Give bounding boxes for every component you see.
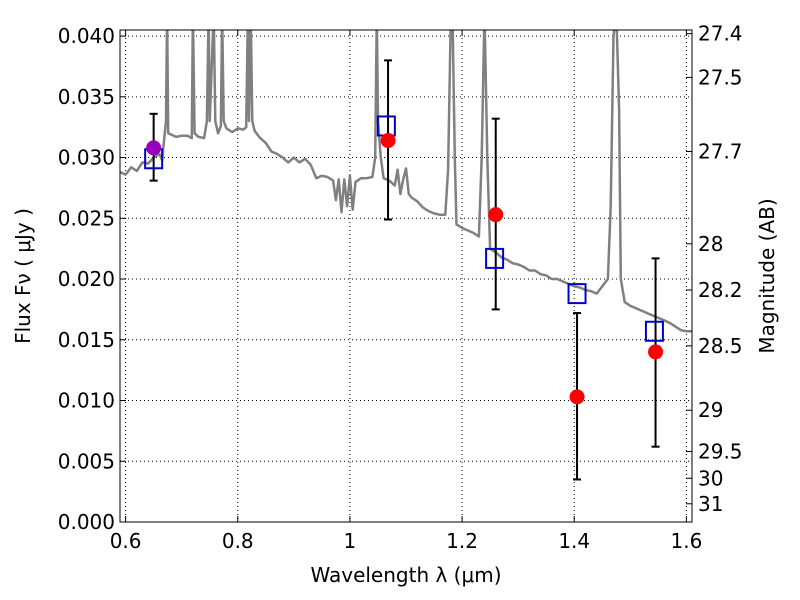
x-axis-ticks: 0.6 0.8 1 1.2 1.4 1.6 — [110, 30, 702, 553]
spectrum-series — [120, 30, 692, 333]
observed-point — [648, 344, 664, 360]
observed-point — [488, 207, 504, 223]
y2-tick-label: 27.5 — [698, 65, 743, 89]
y-axis-title: Flux Fν ( μJy ) — [11, 208, 35, 344]
x-tick-label: 1.4 — [558, 529, 590, 553]
model-boxes — [144, 115, 664, 342]
y-axis-ticks: 0.000 0.005 0.010 0.015 0.020 0.025 0.030 0.035… — [58, 24, 126, 534]
observed-point — [380, 133, 396, 149]
x-tick-label: 1.6 — [670, 529, 702, 553]
y-tick-label: 0.000 — [58, 510, 115, 534]
y2-tick-label: 27.4 — [698, 22, 743, 46]
y-tick-label: 0.035 — [58, 85, 115, 109]
y-tick-label: 0.010 — [58, 389, 115, 413]
model-box — [644, 320, 664, 342]
y2-tick-label: 28 — [698, 232, 723, 256]
grid — [120, 30, 692, 523]
model-box — [567, 283, 587, 305]
x-tick-label: 1 — [344, 529, 357, 553]
y2-tick-label: 29 — [698, 398, 723, 422]
model-box — [485, 247, 505, 269]
y2-tick-label: 27.7 — [698, 139, 743, 163]
observed-point — [146, 140, 162, 156]
y-tick-label: 0.005 — [58, 449, 115, 473]
y2-tick-label: 28.5 — [698, 334, 743, 358]
y-tick-label: 0.030 — [58, 146, 115, 170]
observed-point — [569, 389, 585, 405]
y2-axis-title: Magnitude (AB) — [755, 198, 779, 353]
x-axis-title: Wavelength λ (μm) — [310, 563, 501, 587]
spectrum-line — [120, 30, 692, 333]
y-tick-label: 0.015 — [58, 328, 115, 352]
x-tick-label: 0.8 — [222, 529, 254, 553]
y2-tick-label: 29.5 — [698, 440, 743, 464]
y2-tick-label: 30 — [698, 466, 723, 490]
y-tick-label: 0.025 — [58, 206, 115, 230]
y2-tick-label: 28.2 — [698, 278, 743, 302]
x-tick-label: 1.2 — [446, 529, 478, 553]
observed-points — [146, 133, 664, 405]
y-tick-label: 0.040 — [58, 24, 115, 48]
y2-tick-label: 31 — [698, 492, 723, 516]
y-tick-label: 0.020 — [58, 267, 115, 291]
x-tick-label: 0.6 — [110, 529, 142, 553]
model-box — [376, 115, 396, 137]
plot-frame — [119, 29, 693, 523]
error-bars — [149, 59, 660, 481]
